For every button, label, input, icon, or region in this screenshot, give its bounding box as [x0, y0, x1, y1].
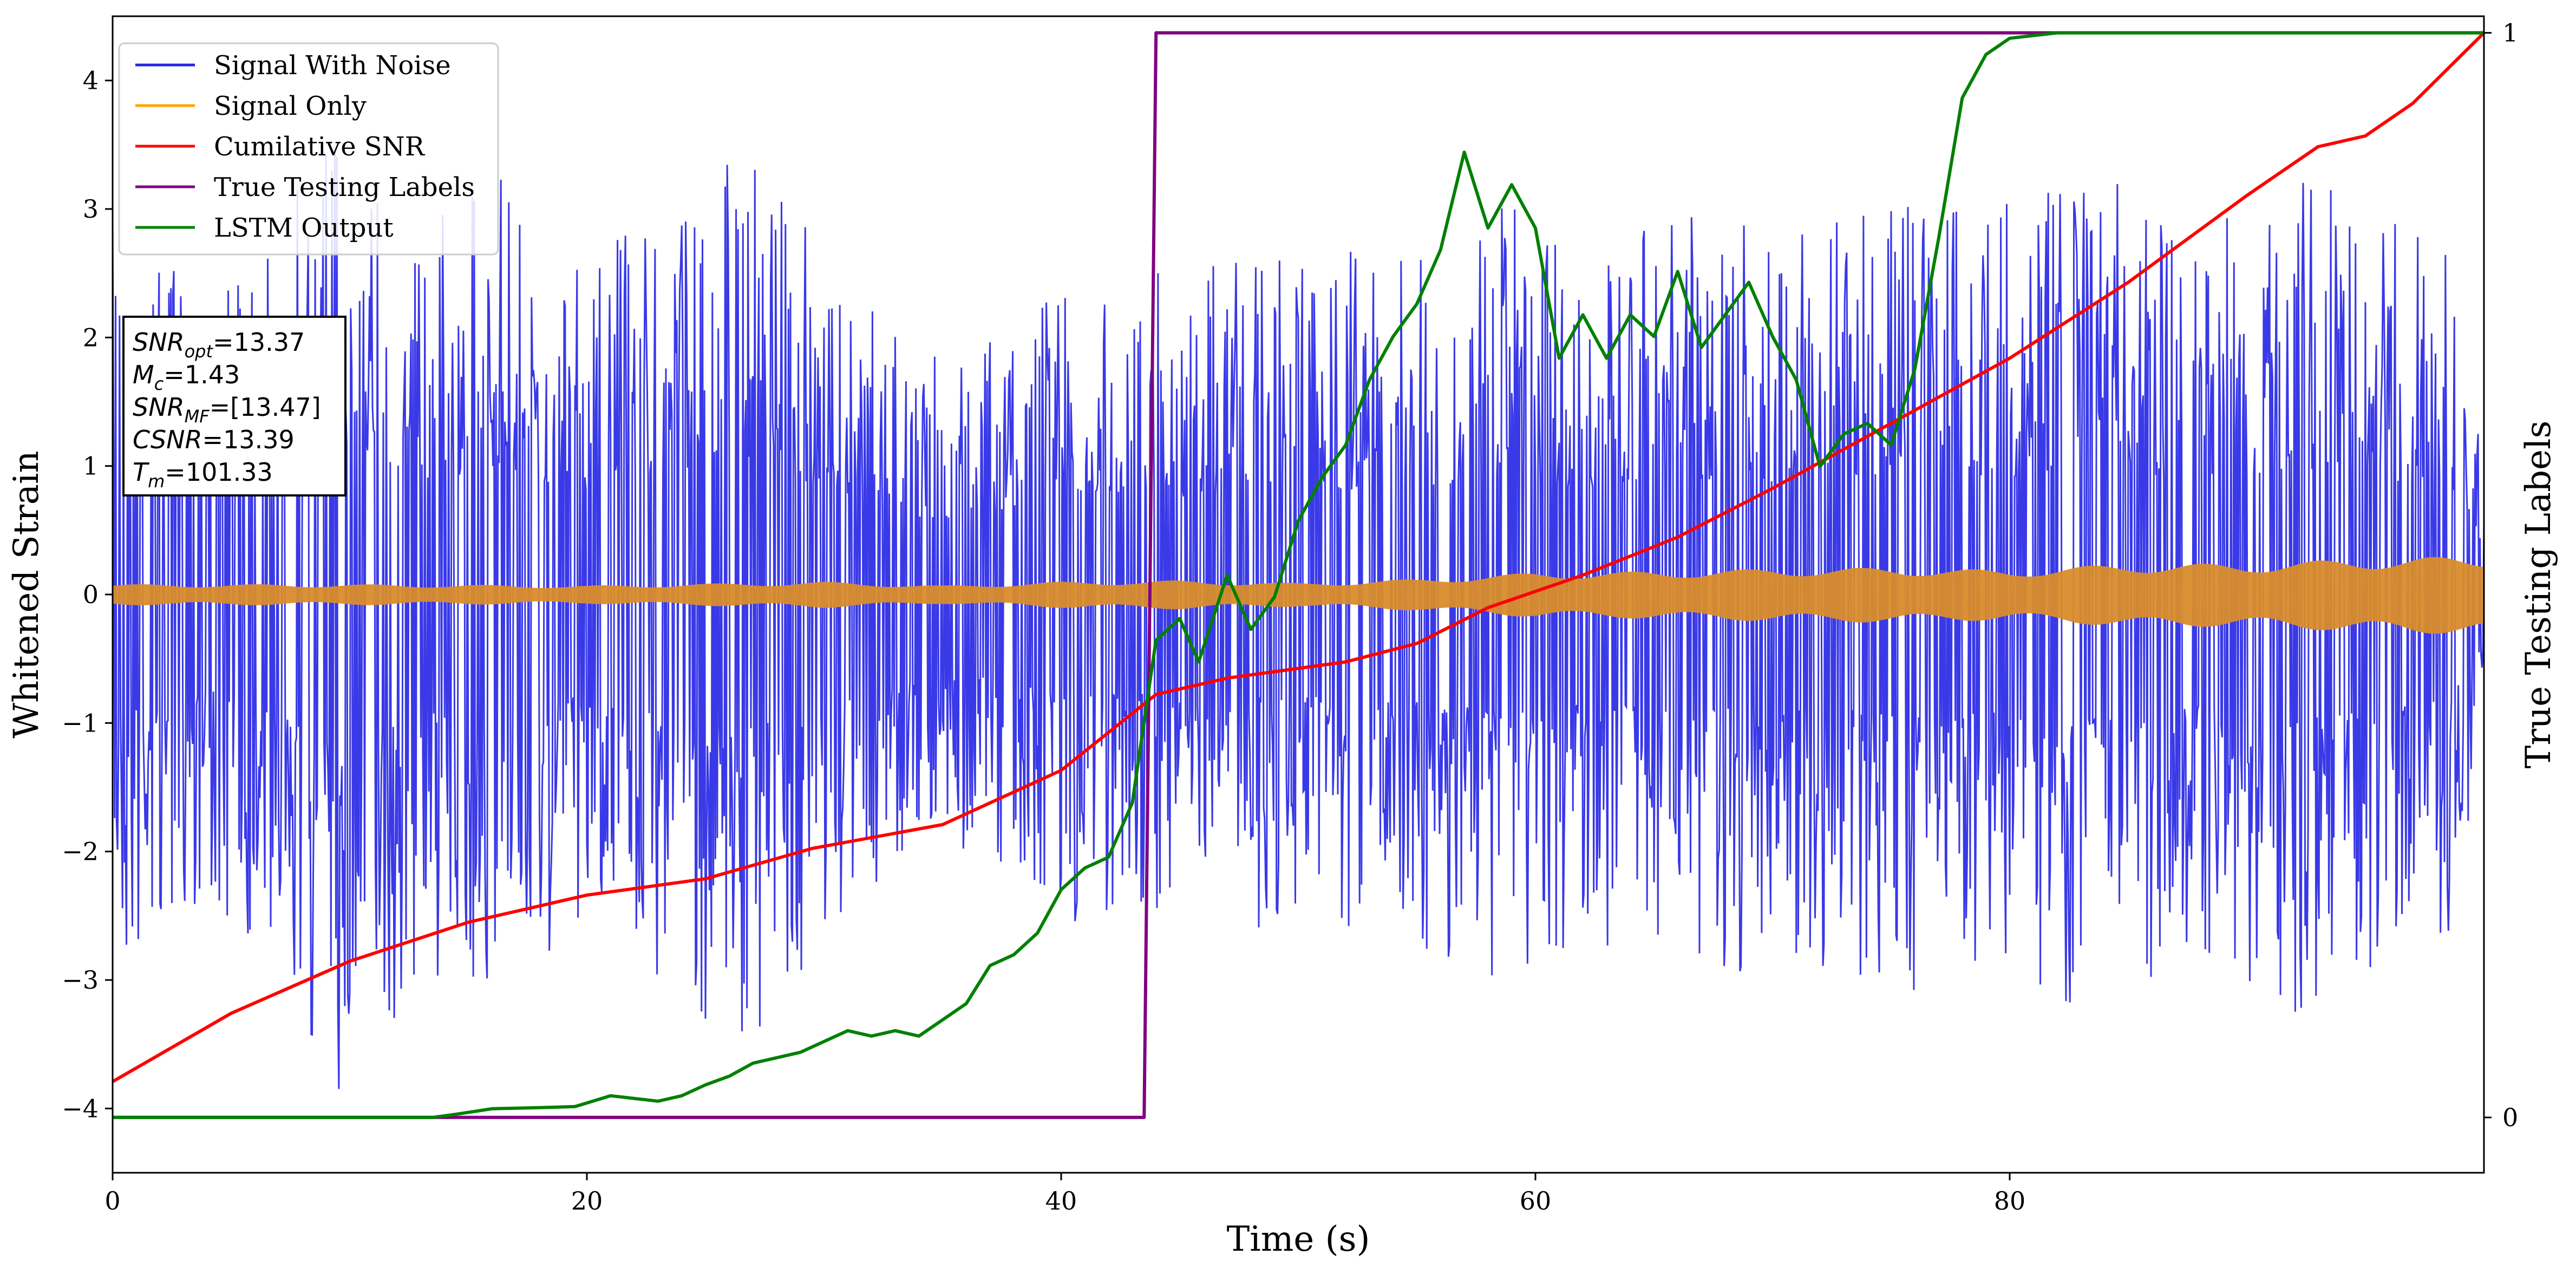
stat-chirp-mass: Mc=1.43 [133, 360, 240, 394]
stat-snr-opt: SNRopt=13.37 [133, 328, 305, 362]
y-tick-label: −3 [62, 965, 99, 995]
legend-item: True Testing Labels [135, 172, 475, 202]
y-tick-label: 1 [83, 452, 99, 481]
x-tick-label: 0 [104, 1186, 120, 1216]
legend-item: Signal Only [135, 91, 367, 121]
x-tick-label: 40 [1045, 1186, 1077, 1216]
legend-label: Cumilative SNR [214, 132, 426, 162]
stats-annotation: SNRopt=13.37 Mc=1.43 SNRMF=[13.47] CSNR=… [122, 316, 346, 496]
y-tick-label: 3 [83, 194, 99, 224]
legend-item: Cumilative SNR [135, 132, 426, 162]
y-tick-label: 4 [83, 66, 99, 95]
x-tick-label: 20 [571, 1186, 603, 1216]
legend-label: Signal With Noise [214, 50, 451, 81]
y-tick-label: 2 [83, 323, 99, 352]
legend-item: LSTM Output [135, 213, 394, 243]
legend-box [118, 42, 499, 256]
legend-item: Signal With Noise [135, 50, 451, 81]
y2-axis-label: True Testing Labels [2519, 421, 2559, 769]
series-layer [113, 31, 2484, 1119]
y-axis-label: Whitened Strain [6, 450, 47, 738]
series-lstm-output [113, 31, 2484, 1119]
x-tick-label: 60 [1520, 1186, 1552, 1216]
stat-snr-mf: SNRMF=[13.47] [133, 393, 321, 427]
series-signal-with-noise [113, 152, 2484, 1089]
legend: Signal With Noise Signal Only Cumilative… [118, 42, 499, 256]
stat-csnr: CSNR=13.39 [133, 425, 295, 454]
x-tick-label: 80 [1994, 1186, 2026, 1216]
legend-label: LSTM Output [214, 213, 394, 243]
stats-box-frame [122, 316, 346, 496]
y2-tick-label: 0 [2502, 1103, 2518, 1132]
y-tick-label: −2 [62, 837, 99, 866]
y2-tick-label: 1 [2502, 18, 2518, 48]
stat-t-merger: Tm=101.33 [133, 458, 273, 492]
legend-label: Signal Only [214, 91, 367, 121]
y-tick-label: −4 [62, 1094, 99, 1123]
x-axis-label: Time (s) [1227, 1219, 1370, 1259]
y-tick-label: −1 [62, 708, 99, 737]
series-true-testing-labels [113, 31, 2484, 1119]
series-cumilative-snr [113, 31, 2484, 1083]
y-tick-label: 0 [83, 580, 99, 609]
series-signal-only [113, 557, 2484, 634]
legend-label: True Testing Labels [214, 172, 475, 202]
